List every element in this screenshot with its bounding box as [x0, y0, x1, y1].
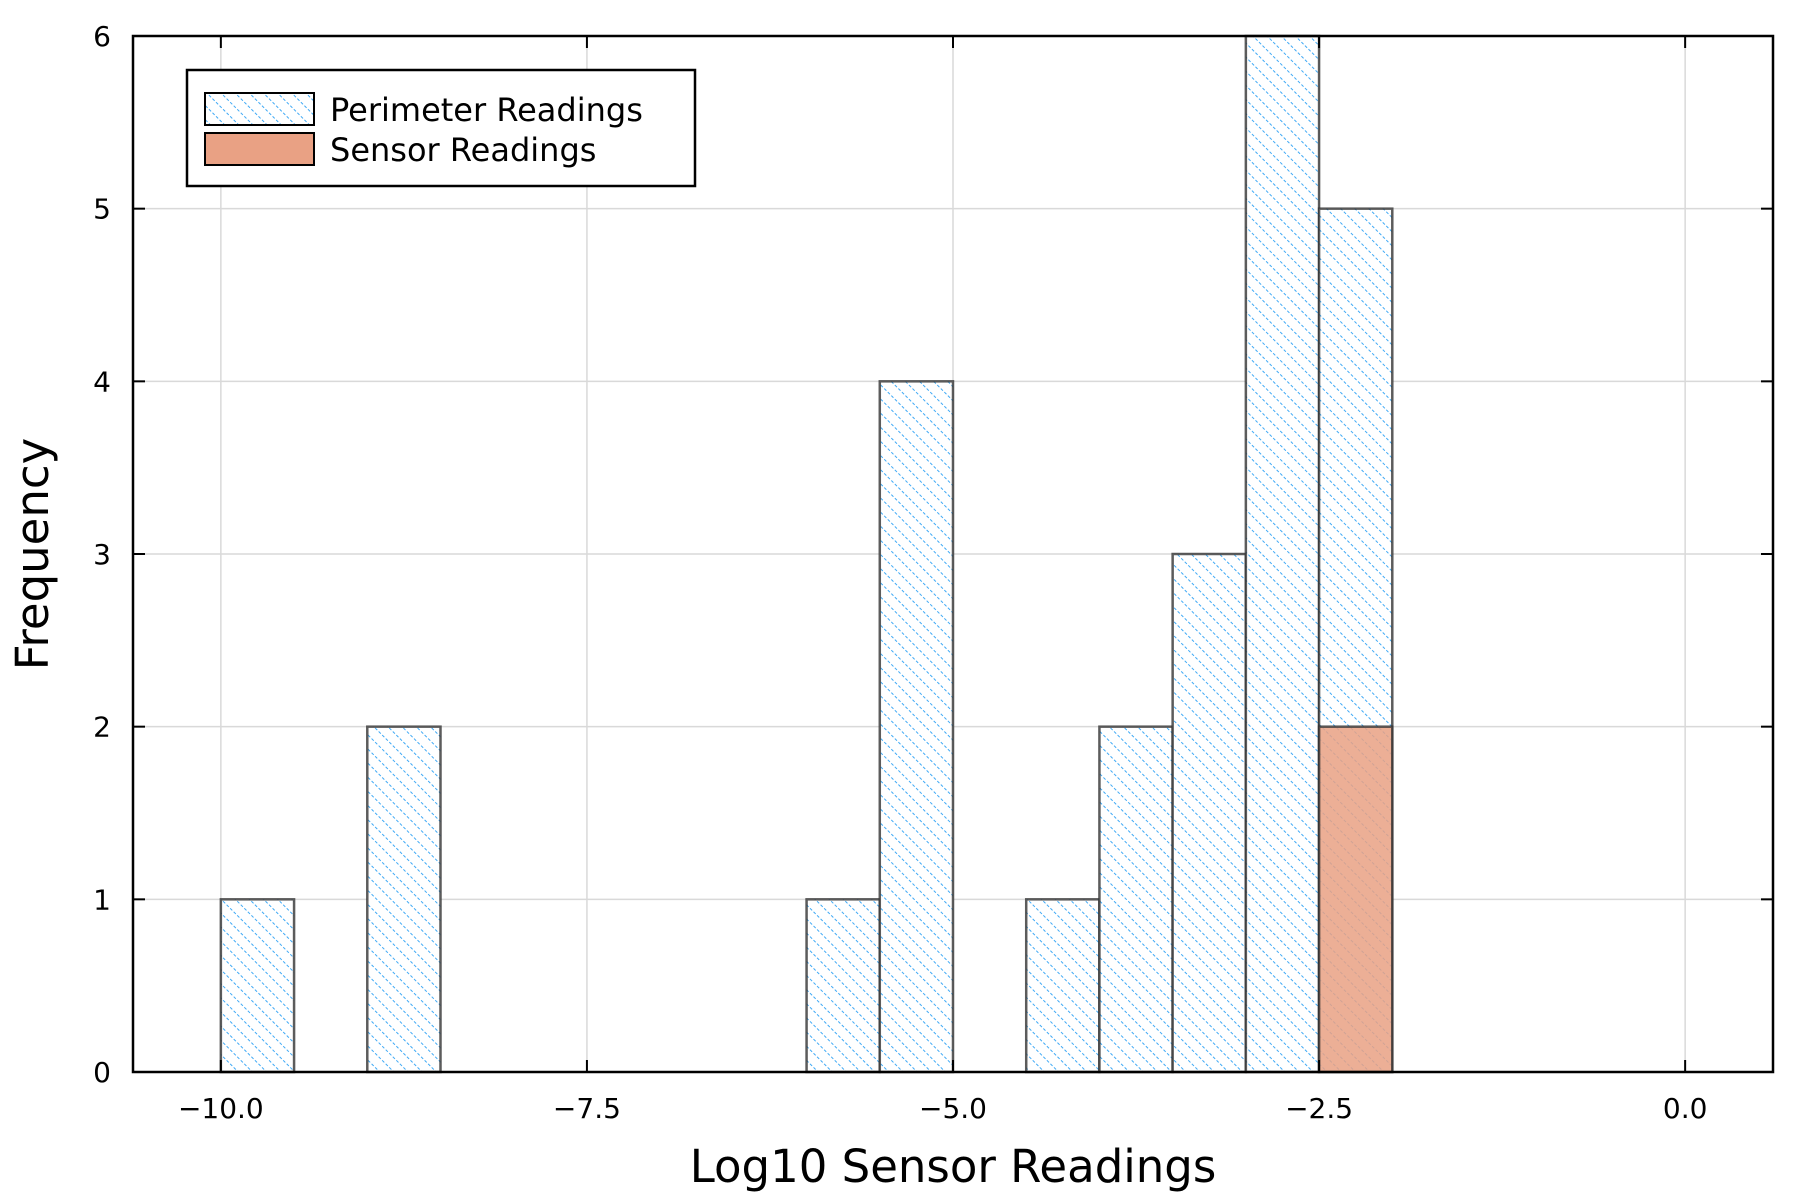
x-tick-label-2: −5.0 [919, 1092, 987, 1125]
x-tick-label-1: −7.5 [553, 1092, 621, 1125]
bars [219, 34, 1394, 1074]
y-tick-label-3: 3 [93, 538, 111, 571]
x-tick-label-0: −10.0 [178, 1092, 264, 1125]
legend-label-perimeter: Perimeter Readings [330, 91, 643, 129]
legend-label-sensor: Sensor Readings [330, 131, 596, 169]
y-tick-label-2: 2 [93, 711, 111, 744]
x-tick-label-4: 0.0 [1663, 1092, 1708, 1125]
legend: Perimeter Readings Sensor Readings [185, 68, 697, 188]
bar-series0-bin5 [1098, 725, 1174, 1074]
y-tick-label-1: 1 [93, 883, 111, 916]
y-axis-label: Frequency [6, 438, 59, 670]
y-tick-label-5: 5 [93, 193, 111, 226]
bar-series0-bin1 [366, 725, 442, 1074]
axis-ticks: −10.0 −7.5 −5.0 −2.5 0.0 0 1 2 3 4 5 6 [93, 20, 1773, 1125]
y-tick-label-0: 0 [93, 1056, 111, 1089]
y-tick-label-6: 6 [93, 20, 111, 53]
x-tick-label-3: −2.5 [1285, 1092, 1353, 1125]
y-tick-label-4: 4 [93, 365, 111, 398]
bar-series1-bin0 [1317, 725, 1394, 1074]
bar-series0-bin0 [219, 898, 296, 1074]
bar-series0-bin6 [1171, 552, 1248, 1074]
bar-series0-bin3 [878, 380, 955, 1074]
x-axis-label: Log10 Sensor Readings [690, 1140, 1217, 1193]
bar-series0-bin7 [1244, 34, 1321, 1074]
bar-series0-bin4 [1024, 898, 1101, 1074]
bar-series0-bin2 [805, 898, 882, 1074]
legend-swatch-perimeter [204, 92, 315, 126]
legend-swatch-sensor [204, 132, 315, 166]
legend-box [185, 68, 697, 188]
